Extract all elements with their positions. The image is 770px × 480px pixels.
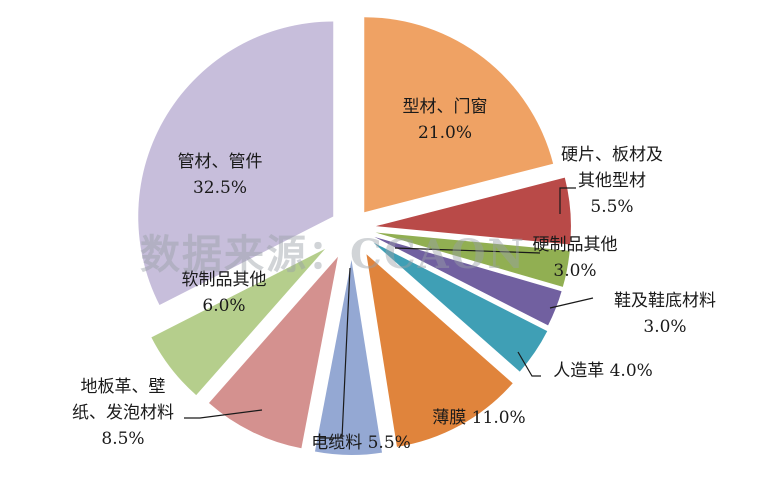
- pie-slice: [374, 236, 562, 326]
- pie-slice: [375, 232, 570, 287]
- slice-label: 硬片、板材及其他型材 5.5%: [561, 145, 663, 217]
- pie-slice: [151, 248, 326, 396]
- pie-slice: [314, 259, 383, 455]
- leader-line: [320, 267, 351, 439]
- slice-label: 型材、门窗 21.0%: [403, 97, 488, 143]
- leader-lines: [184, 187, 594, 439]
- pie-slice: [366, 254, 513, 447]
- pie-slices: [138, 17, 571, 455]
- watermark-text: 数据来源：CCAON: [140, 231, 526, 278]
- pie-slice: [373, 242, 548, 372]
- leader-line: [559, 187, 576, 214]
- slice-labels: 型材、门窗 21.0% 硬片、板材及其他型材 5.5% 硬制品其他 3.0% 鞋及鞋底材料 3…: [72, 97, 716, 453]
- pie-slice: [138, 21, 334, 306]
- slice-label: 鞋及鞋底材料 3.0%: [614, 291, 716, 337]
- pie-slice: [364, 17, 554, 213]
- pie-slice: [375, 177, 571, 245]
- slice-label: 人造革 4.0%: [553, 361, 653, 381]
- slice-label: 电缆料 5.5%: [311, 433, 411, 453]
- slice-label: 地板革、壁纸、发泡材料 8.5%: [72, 377, 174, 449]
- leader-line: [184, 409, 263, 419]
- leader-line: [394, 247, 541, 254]
- slice-label: 管材、管件 32.5%: [178, 152, 263, 198]
- slice-label: 软制品其他 6.0%: [182, 270, 267, 316]
- slice-label: 硬制品其他 3.0%: [533, 235, 618, 281]
- leader-line: [549, 297, 594, 309]
- leader-line: [517, 351, 541, 377]
- slice-label: 薄膜 11.0%: [432, 408, 525, 428]
- pie-slice: [208, 256, 338, 449]
